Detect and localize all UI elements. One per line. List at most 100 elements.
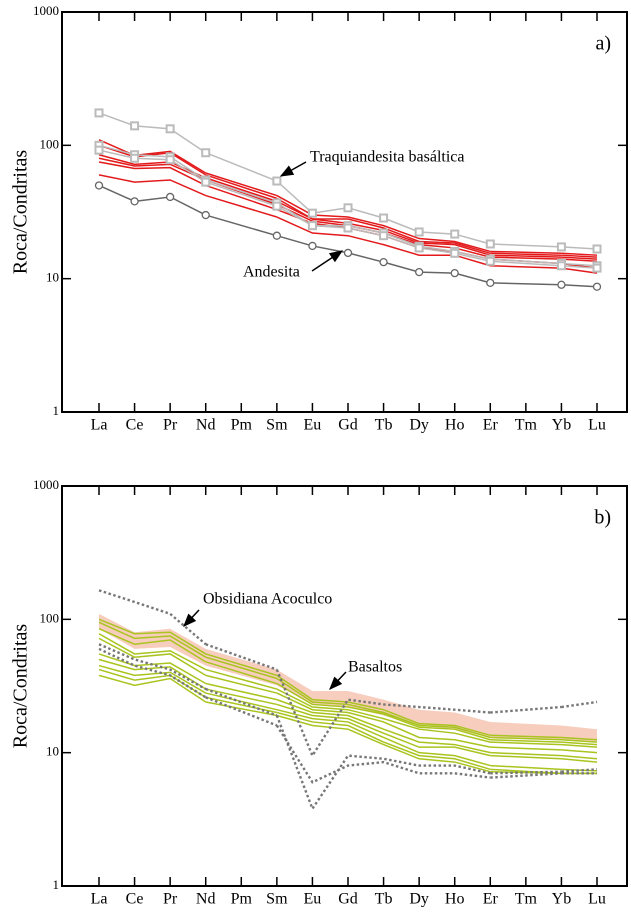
x-tick-label: Eu: [304, 891, 322, 908]
marker-square: [485, 256, 495, 266]
series-line: [276, 682, 491, 741]
series-line: [98, 618, 207, 655]
x-tick-label: Pr: [163, 417, 178, 434]
series-bridge: [490, 260, 562, 267]
series-bridge: [490, 738, 562, 743]
marker-square: [94, 108, 104, 118]
series-line: [561, 738, 598, 743]
series-line: [561, 246, 598, 250]
x-tick-label: Nd: [196, 891, 216, 908]
y-tick-label: 10: [46, 744, 59, 759]
y-tick-label: 1000: [33, 477, 59, 492]
series-line: [276, 674, 491, 737]
marker-circle: [414, 267, 424, 277]
x-tick-label: Pm: [231, 417, 253, 434]
series-line: [98, 157, 207, 181]
series-bridge: [205, 174, 278, 200]
plot-frame: [61, 11, 628, 413]
series-line: [561, 262, 598, 267]
series-line: [561, 284, 598, 288]
series-bridge: [205, 668, 278, 690]
marker-square: [414, 243, 424, 253]
series-line: [276, 711, 491, 771]
x-tick-label: Sm: [266, 891, 288, 908]
x-tick-label: Tb: [375, 891, 393, 908]
series-bridge: [205, 184, 278, 211]
annotation-arrow: [279, 161, 307, 177]
series-line: [98, 674, 207, 703]
series-bridge: [490, 264, 562, 269]
series-line: [98, 112, 207, 154]
marker-square: [307, 208, 317, 218]
series-bridge: [205, 653, 278, 677]
annotation: Obsidiana Acoculco: [203, 591, 332, 608]
marker-square: [485, 239, 495, 249]
x-tick-label: Ce: [126, 417, 144, 434]
x-tick-label: Lu: [588, 891, 606, 908]
series-line: [561, 768, 598, 772]
marker-circle: [94, 181, 104, 190]
series-bridge: [205, 696, 278, 714]
series-bridge: [490, 751, 562, 757]
plot-frame: [61, 485, 628, 887]
marker-square: [165, 155, 175, 165]
marker-square: [94, 145, 104, 155]
series-bridge: [490, 256, 562, 260]
marker-square: [272, 201, 282, 211]
series-line: [561, 749, 598, 754]
x-tick-label: Ce: [126, 891, 144, 908]
marker-square: [592, 263, 602, 273]
x-tick-label: Gd: [338, 417, 358, 434]
x-tick-label: Pr: [163, 891, 178, 908]
marker-square: [307, 221, 317, 231]
series-line: [276, 688, 491, 743]
marker-square: [201, 177, 211, 187]
series-line: [98, 637, 207, 677]
series-line: [98, 589, 207, 646]
series-line: [98, 139, 207, 174]
marker-circle: [592, 282, 602, 291]
series-line: [561, 736, 598, 741]
x-tick-label: La: [91, 891, 108, 908]
marker-square: [343, 223, 353, 233]
series-bridge: [205, 194, 278, 218]
y-tick-label: 1: [53, 403, 60, 418]
x-tick-label: Tm: [515, 891, 538, 908]
x-tick-label: Lu: [588, 417, 606, 434]
series-line: [561, 758, 598, 763]
series-bridge: [205, 674, 278, 694]
series-bridge: [490, 252, 562, 256]
x-tick-label: Gd: [338, 891, 358, 908]
annotation-arrow: [183, 609, 200, 627]
series-bridge: [490, 254, 562, 258]
marker-square: [343, 203, 353, 213]
series-line: [561, 754, 598, 760]
marker-square: [165, 124, 175, 134]
series-line: [276, 677, 491, 739]
marker-square: [556, 261, 566, 271]
series-line: [276, 708, 491, 767]
x-tick-label: Ho: [445, 891, 465, 908]
x-tick-label: Yb: [552, 417, 572, 434]
y-tick-label: 1000: [33, 3, 59, 18]
series-line: [98, 647, 207, 699]
x-tick-label: Sm: [266, 417, 288, 434]
marker-square: [450, 229, 460, 239]
annotation-arrow: [311, 250, 344, 272]
x-tick-label: Pm: [231, 891, 253, 908]
marker-square: [556, 242, 566, 252]
y-tick-label: 1: [53, 877, 60, 892]
y-axis-label: Roca/Condritas: [10, 150, 32, 275]
y-tick-label: 100: [40, 610, 60, 625]
x-tick-label: Ho: [445, 417, 465, 434]
series-bridge: [490, 741, 562, 746]
y-axis-label: Roca/Condritas: [10, 624, 32, 749]
series-line: [276, 703, 491, 757]
series-bridge: [205, 656, 278, 680]
marker-circle: [201, 210, 210, 220]
x-tick-label: La: [91, 417, 108, 434]
annotation: Andesita: [243, 264, 300, 281]
series-line: [98, 174, 207, 197]
series-line: [98, 161, 207, 187]
x-tick-label: Eu: [304, 417, 322, 434]
